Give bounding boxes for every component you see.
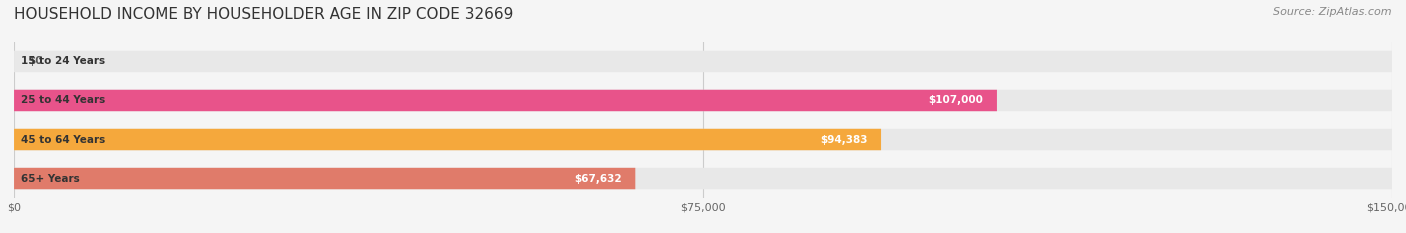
Text: HOUSEHOLD INCOME BY HOUSEHOLDER AGE IN ZIP CODE 32669: HOUSEHOLD INCOME BY HOUSEHOLDER AGE IN Z… — [14, 7, 513, 22]
Text: $67,632: $67,632 — [574, 174, 621, 184]
Text: $107,000: $107,000 — [928, 96, 983, 106]
Text: 65+ Years: 65+ Years — [21, 174, 80, 184]
Text: $0: $0 — [28, 56, 42, 66]
Text: 45 to 64 Years: 45 to 64 Years — [21, 134, 105, 144]
Text: 25 to 44 Years: 25 to 44 Years — [21, 96, 105, 106]
Text: 15 to 24 Years: 15 to 24 Years — [21, 56, 105, 66]
FancyBboxPatch shape — [14, 51, 1392, 72]
Text: $94,383: $94,383 — [820, 134, 868, 144]
Text: Source: ZipAtlas.com: Source: ZipAtlas.com — [1274, 7, 1392, 17]
FancyBboxPatch shape — [14, 168, 1392, 189]
FancyBboxPatch shape — [14, 168, 636, 189]
FancyBboxPatch shape — [14, 129, 882, 150]
FancyBboxPatch shape — [14, 90, 997, 111]
FancyBboxPatch shape — [14, 90, 1392, 111]
FancyBboxPatch shape — [14, 129, 1392, 150]
